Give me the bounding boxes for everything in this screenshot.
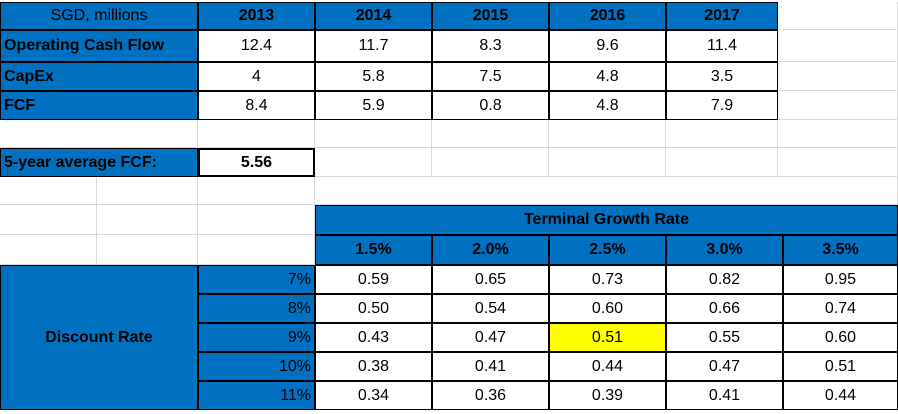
- empty-cell[interactable]: [0, 235, 97, 265]
- sensitivity-cell[interactable]: 0.38: [315, 352, 432, 381]
- sensitivity-cell[interactable]: 0.65: [432, 265, 549, 294]
- fcf-cell[interactable]: 9.6: [549, 30, 666, 62]
- empty-cell[interactable]: [778, 148, 898, 177]
- empty-cell[interactable]: [0, 120, 198, 148]
- sensitivity-cell[interactable]: 0.60: [549, 294, 666, 323]
- growth-rate-label[interactable]: 1.5%: [315, 235, 432, 265]
- growth-rate-label[interactable]: 3.5%: [783, 235, 898, 265]
- sensitivity-cell[interactable]: 0.51: [783, 352, 898, 381]
- empty-cell[interactable]: [432, 148, 549, 177]
- growth-rate-label[interactable]: 2.5%: [549, 235, 666, 265]
- terminal-growth-rate-header[interactable]: Terminal Growth Rate: [315, 205, 898, 235]
- fcf-table-year-2016[interactable]: 2016: [549, 2, 666, 30]
- sensitivity-cell[interactable]: 0.41: [432, 352, 549, 381]
- sensitivity-cell[interactable]: 0.34: [315, 381, 432, 410]
- fcf-cell[interactable]: 8.3: [432, 30, 549, 62]
- fcf-table-year-2017[interactable]: 2017: [666, 2, 778, 30]
- sensitivity-cell[interactable]: 0.39: [549, 381, 666, 410]
- fcf-cell[interactable]: 8.4: [198, 91, 315, 120]
- fcf-cell[interactable]: 0.8: [432, 91, 549, 120]
- empty-cell[interactable]: [432, 120, 549, 148]
- sensitivity-cell[interactable]: 0.44: [549, 352, 666, 381]
- empty-cell[interactable]: [778, 91, 898, 120]
- empty-cell[interactable]: [97, 205, 198, 235]
- sensitivity-cell[interactable]: 0.95: [783, 265, 898, 294]
- growth-rate-label[interactable]: 2.0%: [432, 235, 549, 265]
- fcf-cell[interactable]: 5.8: [315, 62, 432, 91]
- empty-cell[interactable]: [315, 177, 898, 205]
- empty-cell[interactable]: [315, 148, 432, 177]
- empty-cell[interactable]: [778, 62, 898, 91]
- sensitivity-cell[interactable]: 0.66: [666, 294, 783, 323]
- sensitivity-cell[interactable]: 0.60: [783, 323, 898, 352]
- discount-rate-label[interactable]: 9%: [198, 323, 315, 352]
- sensitivity-cell[interactable]: 0.51: [549, 323, 666, 352]
- fcf-cell[interactable]: 4: [198, 62, 315, 91]
- fcf-cell[interactable]: 11.4: [666, 30, 778, 62]
- fcf-row-label-operating-cash-flow[interactable]: Operating Cash Flow: [0, 30, 198, 62]
- sensitivity-cell[interactable]: 0.47: [666, 352, 783, 381]
- empty-cell[interactable]: [0, 205, 97, 235]
- sensitivity-cell[interactable]: 0.54: [432, 294, 549, 323]
- fcf-table-year-2014[interactable]: 2014: [315, 2, 432, 30]
- empty-cell[interactable]: [666, 120, 778, 148]
- empty-cell[interactable]: [198, 177, 315, 205]
- discount-rate-label[interactable]: 10%: [198, 352, 315, 381]
- average-fcf-value[interactable]: 5.56: [198, 148, 315, 177]
- growth-rate-label[interactable]: 3.0%: [666, 235, 783, 265]
- empty-cell[interactable]: [97, 235, 198, 265]
- fcf-table-corner-label[interactable]: SGD, millions: [0, 2, 198, 30]
- empty-cell[interactable]: [778, 30, 898, 62]
- fcf-cell[interactable]: 3.5: [666, 62, 778, 91]
- average-fcf-label[interactable]: 5-year average FCF:: [0, 148, 198, 177]
- empty-cell[interactable]: [549, 148, 666, 177]
- fcf-row-label-fcf[interactable]: FCF: [0, 91, 198, 120]
- fcf-cell[interactable]: 12.4: [198, 30, 315, 62]
- empty-cell[interactable]: [198, 205, 315, 235]
- discount-rate-label[interactable]: 8%: [198, 294, 315, 323]
- empty-cell[interactable]: [198, 120, 315, 148]
- sensitivity-cell[interactable]: 0.36: [432, 381, 549, 410]
- discount-rate-label[interactable]: 11%: [198, 381, 315, 410]
- sensitivity-cell[interactable]: 0.59: [315, 265, 432, 294]
- fcf-cell[interactable]: 7.5: [432, 62, 549, 91]
- sensitivity-cell[interactable]: 0.74: [783, 294, 898, 323]
- fcf-cell[interactable]: 7.9: [666, 91, 778, 120]
- fcf-table-year-2013[interactable]: 2013: [198, 2, 315, 30]
- sensitivity-cell[interactable]: 0.41: [666, 381, 783, 410]
- empty-cell[interactable]: [97, 177, 198, 205]
- sensitivity-cell[interactable]: 0.55: [666, 323, 783, 352]
- empty-cell[interactable]: [0, 177, 97, 205]
- fcf-row-label-capex[interactable]: CapEx: [0, 62, 198, 91]
- discount-rate-header[interactable]: Discount Rate: [0, 265, 198, 410]
- sensitivity-cell[interactable]: 0.82: [666, 265, 783, 294]
- empty-cell[interactable]: [198, 235, 315, 265]
- sensitivity-cell[interactable]: 0.50: [315, 294, 432, 323]
- sensitivity-cell[interactable]: 0.43: [315, 323, 432, 352]
- discount-rate-label[interactable]: 7%: [198, 265, 315, 294]
- empty-cell[interactable]: [778, 120, 898, 148]
- sensitivity-cell[interactable]: 0.47: [432, 323, 549, 352]
- empty-cell[interactable]: [549, 120, 666, 148]
- fcf-cell[interactable]: 4.8: [549, 62, 666, 91]
- empty-cell[interactable]: [666, 148, 778, 177]
- fcf-cell[interactable]: 5.9: [315, 91, 432, 120]
- fcf-table-year-2015[interactable]: 2015: [432, 2, 549, 30]
- empty-cell[interactable]: [778, 2, 898, 30]
- fcf-cell[interactable]: 4.8: [549, 91, 666, 120]
- empty-cell[interactable]: [315, 120, 432, 148]
- fcf-cell[interactable]: 11.7: [315, 30, 432, 62]
- sensitivity-cell[interactable]: 0.73: [549, 265, 666, 294]
- sensitivity-cell[interactable]: 0.44: [783, 381, 898, 410]
